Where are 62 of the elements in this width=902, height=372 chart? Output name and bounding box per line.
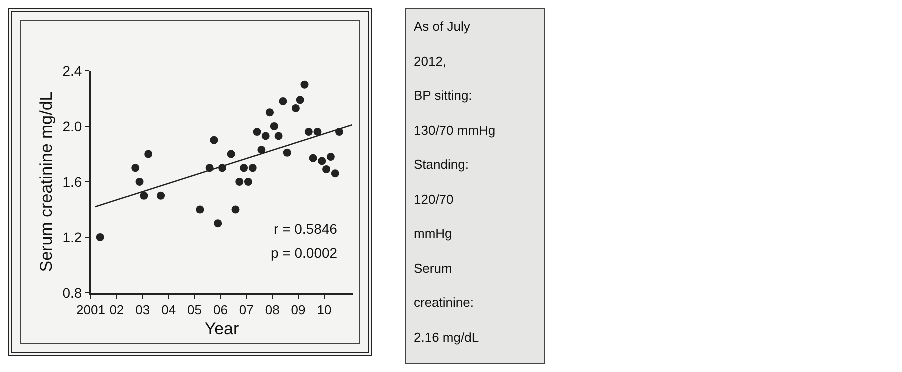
point	[232, 206, 240, 214]
text: 130/70 mmHg	[414, 122, 497, 140]
point	[196, 206, 204, 214]
text: Standing:	[414, 156, 470, 174]
point	[266, 108, 274, 117]
point	[132, 164, 140, 172]
point	[244, 178, 252, 186]
x-tick-label: 06	[213, 302, 228, 318]
point	[236, 178, 244, 186]
y-axis-title: Serum creatinine mg/dL	[36, 92, 56, 272]
point	[296, 96, 304, 104]
y-tick-label: 2.0	[62, 118, 82, 134]
y-tick-label: 1.6	[62, 174, 82, 190]
point	[283, 148, 292, 157]
text: creatinine:	[414, 294, 475, 312]
x-tick-label: 03	[136, 302, 150, 318]
x-tick-label: 10	[317, 302, 332, 318]
point	[240, 164, 248, 172]
point	[227, 150, 236, 158]
point	[314, 128, 322, 136]
point	[300, 80, 309, 89]
text: As of July	[414, 18, 472, 36]
text: Serum	[414, 260, 454, 278]
point	[157, 192, 166, 200]
text: mmHg	[414, 225, 454, 243]
point	[279, 98, 288, 106]
point	[214, 220, 222, 228]
annotation: r = 0.5846	[274, 221, 338, 237]
x-tick-label: 05	[188, 302, 202, 318]
x-tick-label: 2001	[76, 302, 106, 318]
point	[274, 132, 283, 140]
text: BP sitting:	[414, 87, 474, 105]
point	[210, 136, 218, 144]
point	[253, 128, 262, 136]
x-tick-label: 09	[291, 302, 306, 318]
x-tick-label: 02	[110, 302, 124, 318]
point	[292, 104, 300, 112]
point	[318, 157, 326, 166]
text: 2.16 mg/dL	[414, 328, 480, 347]
x-tick-label: 07	[239, 302, 254, 318]
point	[144, 150, 153, 158]
point	[140, 192, 148, 200]
point	[322, 166, 331, 174]
point	[96, 234, 104, 242]
x-tick-label: 04	[162, 302, 176, 318]
point	[331, 170, 340, 178]
text: 2012,	[414, 52, 448, 70]
point	[248, 164, 257, 172]
point	[258, 146, 266, 154]
point	[270, 122, 278, 130]
annotation: p = 0.0002	[271, 245, 338, 261]
x-axis-title: Year	[204, 320, 240, 338]
point	[326, 153, 335, 162]
y-tick-label: 2.4	[62, 62, 82, 79]
x-tick-label: 08	[265, 302, 280, 318]
point	[304, 128, 313, 136]
y-tick-label: 1.2	[62, 229, 82, 246]
point	[262, 132, 270, 140]
y-tick-label: 0.8	[62, 284, 82, 301]
text: 120/70	[414, 190, 455, 208]
point	[309, 154, 318, 162]
point	[136, 178, 144, 186]
